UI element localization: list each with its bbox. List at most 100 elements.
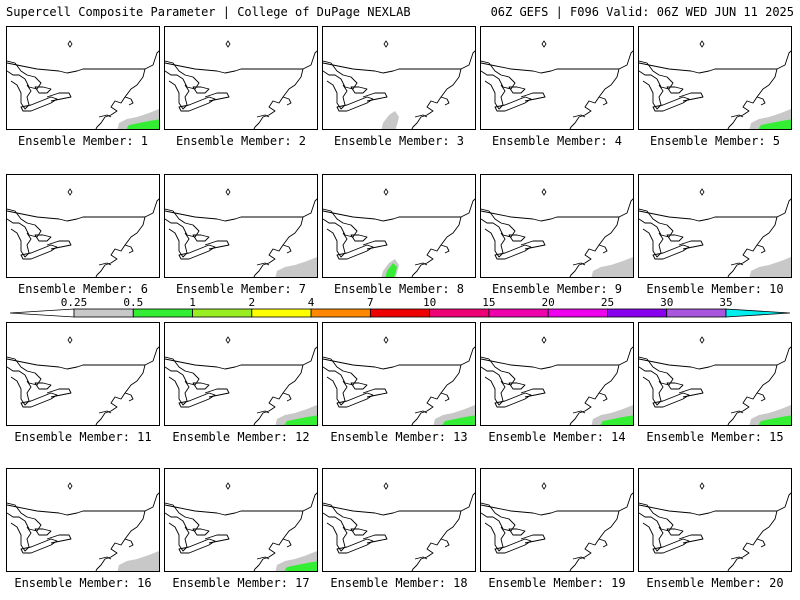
map-outline	[7, 346, 159, 370]
ensemble-member-map	[638, 322, 792, 426]
map-outline	[598, 538, 608, 548]
map-outline	[10, 522, 32, 552]
map-outline	[484, 522, 506, 552]
map-outline	[727, 216, 778, 277]
colorbar-tick-label: 0.5	[123, 296, 143, 309]
map-outline	[326, 376, 348, 406]
ensemble-member-label: Ensemble Member: 6	[17, 282, 149, 296]
header-title-right: 06Z GEFS | F096 Valid: 06Z WED JUN 11 20…	[490, 5, 794, 19]
ensemble-member-label: Ensemble Member: 3	[333, 134, 465, 148]
map-outline	[326, 522, 348, 552]
map-outline	[481, 492, 633, 516]
colorbar-tick-label: 10	[423, 296, 436, 309]
map-canvas	[165, 336, 317, 425]
ensemble-member-map	[322, 468, 476, 572]
ensemble-member-label: Ensemble Member: 13	[330, 430, 468, 444]
parameter-shading	[749, 257, 791, 277]
map-outline	[730, 114, 744, 118]
map-outline	[572, 410, 586, 414]
map-outline	[756, 538, 766, 548]
ensemble-member-map	[480, 174, 634, 278]
map-outline	[323, 198, 475, 222]
map-canvas	[639, 40, 791, 129]
map-outline	[165, 356, 200, 386]
map-outline	[666, 528, 684, 536]
map-outline	[34, 382, 52, 390]
parameter-shading	[117, 551, 159, 571]
map-outline	[168, 522, 190, 552]
map-outline	[7, 492, 159, 516]
map-outline	[362, 92, 388, 102]
map-outline	[192, 86, 210, 94]
map-outline	[282, 392, 292, 402]
map-outline	[727, 510, 778, 571]
map-outline	[124, 244, 134, 254]
map-outline	[678, 240, 704, 250]
map-outline	[326, 228, 348, 258]
ensemble-member-label: Ensemble Member: 2	[175, 134, 307, 148]
map-outline	[520, 92, 546, 102]
diamond-marker-icon	[67, 188, 73, 196]
map-outline	[336, 96, 374, 112]
map-outline	[34, 528, 52, 536]
map-outline	[165, 502, 200, 532]
colorbar-segment	[369, 308, 431, 318]
map-outline	[481, 346, 633, 370]
map-outline	[362, 388, 388, 398]
ensemble-member-label: Ensemble Member: 5	[649, 134, 781, 148]
map-canvas	[7, 336, 159, 425]
parameter-shading	[126, 119, 159, 129]
map-outline	[727, 68, 778, 129]
map-outline	[484, 376, 506, 406]
map-outline	[411, 510, 462, 571]
colorbar-tick-label: 20	[542, 296, 555, 309]
ensemble-member-map	[322, 174, 476, 278]
map-outline	[520, 240, 546, 250]
diamond-marker-icon	[699, 336, 705, 344]
map-outline	[484, 80, 506, 110]
map-outline	[727, 364, 778, 425]
colorbar-segment	[488, 308, 549, 318]
map-outline	[204, 534, 230, 544]
colorbar-segment	[192, 308, 253, 318]
map-outline	[652, 392, 690, 408]
colorbar-tick-label: 30	[660, 296, 673, 309]
map-outline	[34, 86, 52, 94]
ensemble-member-map	[638, 26, 792, 130]
map-outline	[323, 60, 358, 90]
map-outline	[46, 240, 72, 250]
diamond-marker-icon	[383, 336, 389, 344]
diamond-marker-icon	[383, 40, 389, 48]
map-canvas	[481, 336, 633, 425]
map-outline	[124, 392, 134, 402]
map-canvas	[481, 40, 633, 129]
map-outline	[652, 96, 690, 112]
map-outline	[256, 410, 270, 414]
map-outline	[95, 364, 146, 425]
map-outline	[20, 392, 58, 408]
colorbar-tick-label: 0.25	[61, 296, 88, 309]
map-outline	[20, 538, 58, 554]
map-outline	[204, 240, 230, 250]
parameter-shading	[442, 415, 475, 425]
map-canvas	[165, 188, 317, 277]
diamond-marker-icon	[67, 482, 73, 490]
map-outline	[204, 92, 230, 102]
map-outline	[639, 198, 791, 222]
map-outline	[336, 392, 374, 408]
map-canvas	[7, 40, 159, 129]
map-outline	[98, 410, 112, 414]
map-outline	[639, 50, 791, 74]
ensemble-member-map	[322, 322, 476, 426]
map-outline	[666, 86, 684, 94]
map-outline	[7, 502, 42, 532]
map-outline	[326, 80, 348, 110]
ensemble-member-map	[6, 26, 160, 130]
parameter-shading	[758, 119, 791, 129]
map-outline	[253, 364, 304, 425]
map-outline	[256, 262, 270, 266]
map-canvas	[323, 40, 475, 129]
map-outline	[336, 538, 374, 554]
map-outline	[7, 198, 159, 222]
ensemble-member-map	[322, 26, 476, 130]
